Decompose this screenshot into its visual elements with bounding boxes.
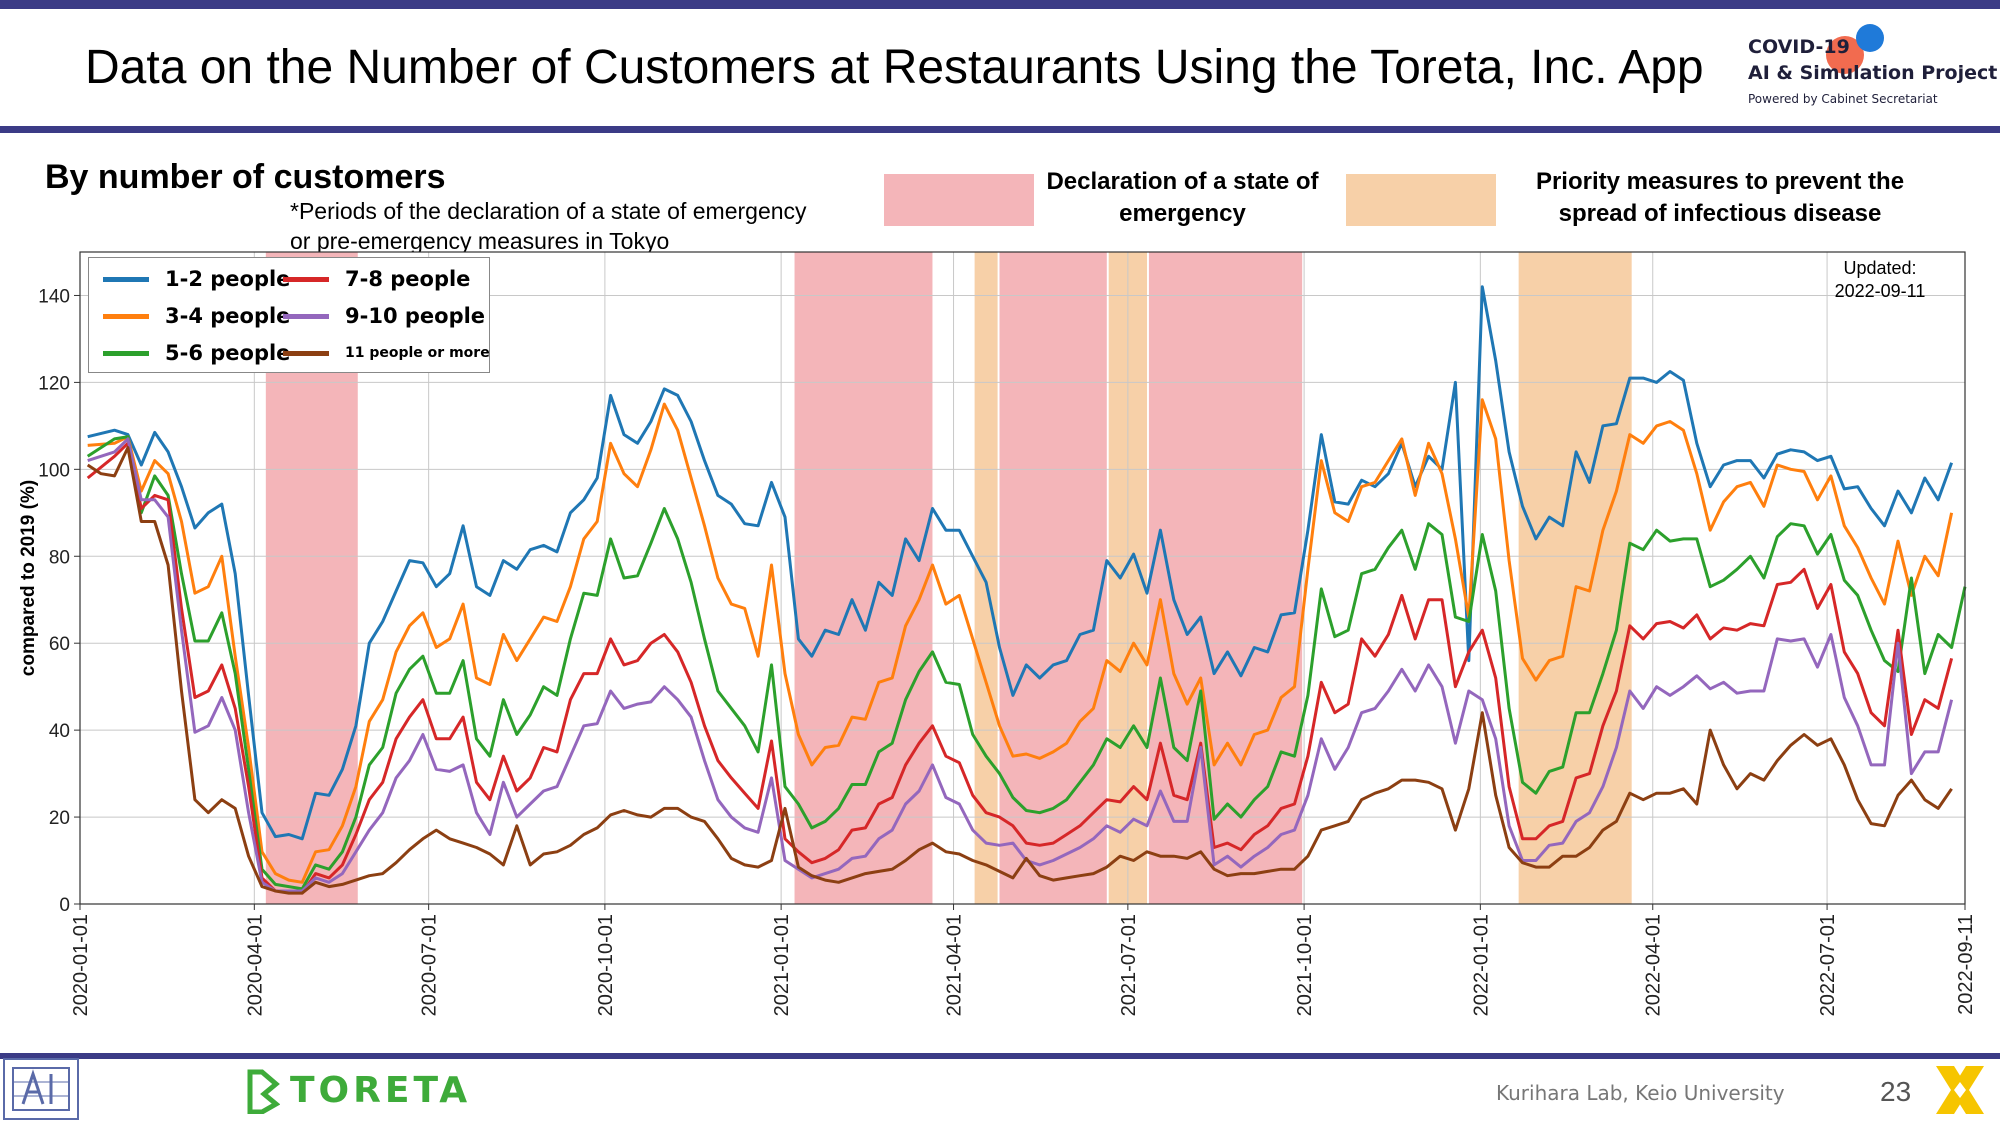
updated-note: Updated: 2022-09-11 bbox=[1800, 257, 1960, 303]
y-axis-label: compared to 2019 (%) bbox=[18, 480, 39, 676]
periods-note: *Periods of the declaration of a state o… bbox=[290, 196, 807, 256]
footer-divider bbox=[0, 1053, 2000, 1059]
legend-label: 7-8 people bbox=[345, 267, 471, 291]
y-tick-label: 140 bbox=[38, 286, 70, 307]
series-legend: 1-2 people 3-4 people 5-6 people 7-8 people… bbox=[88, 257, 490, 373]
legend-item: 1-2 people bbox=[103, 262, 290, 296]
legend-label: 9-10 people bbox=[345, 304, 486, 328]
legend-line bbox=[283, 350, 329, 356]
x-tick-label: 2021-07-01 bbox=[1118, 914, 1140, 1016]
x-tick-label: 2022-04-01 bbox=[1643, 914, 1665, 1016]
legend-label: 5-6 people bbox=[165, 341, 291, 365]
ai-lab-logo bbox=[3, 1058, 79, 1120]
legend-item: 3-4 people bbox=[103, 299, 290, 333]
x-tick-label: 2021-10-01 bbox=[1294, 914, 1316, 1016]
toreta-brand: TORETA bbox=[290, 1070, 472, 1111]
legend-line bbox=[103, 276, 149, 282]
updated-label: Updated: bbox=[1843, 258, 1917, 278]
legend-line bbox=[283, 313, 329, 319]
periods-note-line-2: or pre-emergency measures in Tokyo bbox=[290, 228, 670, 254]
logo-line-3: Powered by Cabinet Secretariat bbox=[1748, 92, 1938, 106]
toreta-icon bbox=[247, 1069, 280, 1114]
priority-label: Priority measures to prevent the spread … bbox=[1535, 168, 1905, 227]
series-line-5-6-people bbox=[86, 435, 1967, 891]
priority-period-6 bbox=[1518, 252, 1632, 904]
x-tick-label: 2020-10-01 bbox=[595, 914, 617, 1016]
y-tick-label: 80 bbox=[49, 547, 70, 568]
legend-item: 5-6 people bbox=[103, 336, 290, 370]
x-tick-label: 2020-04-01 bbox=[244, 914, 266, 1016]
series-line-11-people-or-more bbox=[86, 446, 1953, 895]
emergency-label: Declaration of a state of emergency bbox=[1046, 168, 1319, 227]
y-tick-label: 40 bbox=[49, 721, 70, 742]
priority-swatch bbox=[1346, 174, 1496, 226]
legend-item: 9-10 people bbox=[283, 299, 485, 333]
x-tick-label: 2022-01-01 bbox=[1470, 914, 1492, 1016]
x-tick-label: 2022-09-11 bbox=[1955, 914, 1977, 1015]
legend-item: 11 people or more bbox=[283, 336, 490, 370]
legend-label: 1-2 people bbox=[165, 267, 291, 291]
x-tick-label: 2021-01-01 bbox=[771, 914, 793, 1016]
emergency-period-1 bbox=[794, 252, 933, 904]
y-tick-label: 120 bbox=[38, 373, 70, 394]
series-line-1-2-people bbox=[87, 285, 1954, 841]
x-tick-label: 2022-07-01 bbox=[1817, 914, 1839, 1016]
legend-item: 7-8 people bbox=[283, 262, 470, 296]
y-tick-label: 0 bbox=[59, 895, 70, 916]
emergency-swatch bbox=[884, 174, 1034, 226]
x-logo-icon bbox=[1936, 1066, 1984, 1114]
series-line-7-8-people bbox=[86, 441, 1954, 895]
series-line-3-4-people bbox=[87, 398, 1954, 884]
ai-logo-icon bbox=[12, 1067, 70, 1111]
top-border bbox=[0, 0, 2000, 9]
header-divider bbox=[0, 126, 2000, 133]
legend-line bbox=[103, 350, 149, 356]
legend-label: 11 people or more bbox=[345, 345, 490, 361]
priority-period-2 bbox=[974, 252, 998, 904]
y-tick-label: 60 bbox=[49, 634, 70, 655]
page-title: Data on the Number of Customers at Resta… bbox=[85, 41, 1704, 94]
plot-frame bbox=[79, 251, 1966, 905]
section-subtitle: By number of customers bbox=[45, 158, 446, 196]
y-tick-label: 100 bbox=[38, 460, 70, 481]
x-tick-label: 2020-01-01 bbox=[70, 914, 92, 1016]
logo-line-1: COVID-19 bbox=[1748, 36, 1850, 58]
page-number: 23 bbox=[1880, 1076, 1912, 1107]
periods-note-line-1: *Periods of the declaration of a state o… bbox=[290, 198, 807, 224]
legend-line bbox=[283, 276, 329, 282]
lab-credit: Kurihara Lab, Keio University bbox=[1496, 1081, 1785, 1105]
customers-line-chart: 0 20 40 60 80 100 120 140 2020-01-01 2020-04-01 20… bbox=[18, 251, 1977, 1016]
logo-line-2: AI & Simulation Project bbox=[1748, 62, 1998, 84]
x-tick-label: 2020-07-01 bbox=[419, 914, 441, 1016]
y-tick-label: 20 bbox=[49, 808, 70, 829]
legend-line bbox=[103, 313, 149, 319]
logo-blue-dot bbox=[1856, 24, 1884, 52]
emergency-period-3 bbox=[999, 252, 1107, 904]
legend-label: 3-4 people bbox=[165, 304, 291, 328]
x-tick-label: 2021-04-01 bbox=[944, 914, 966, 1016]
updated-date: 2022-09-11 bbox=[1834, 281, 1926, 301]
covid-project-logo: COVID-19 AI & Simulation Project Powered… bbox=[1740, 22, 1997, 122]
